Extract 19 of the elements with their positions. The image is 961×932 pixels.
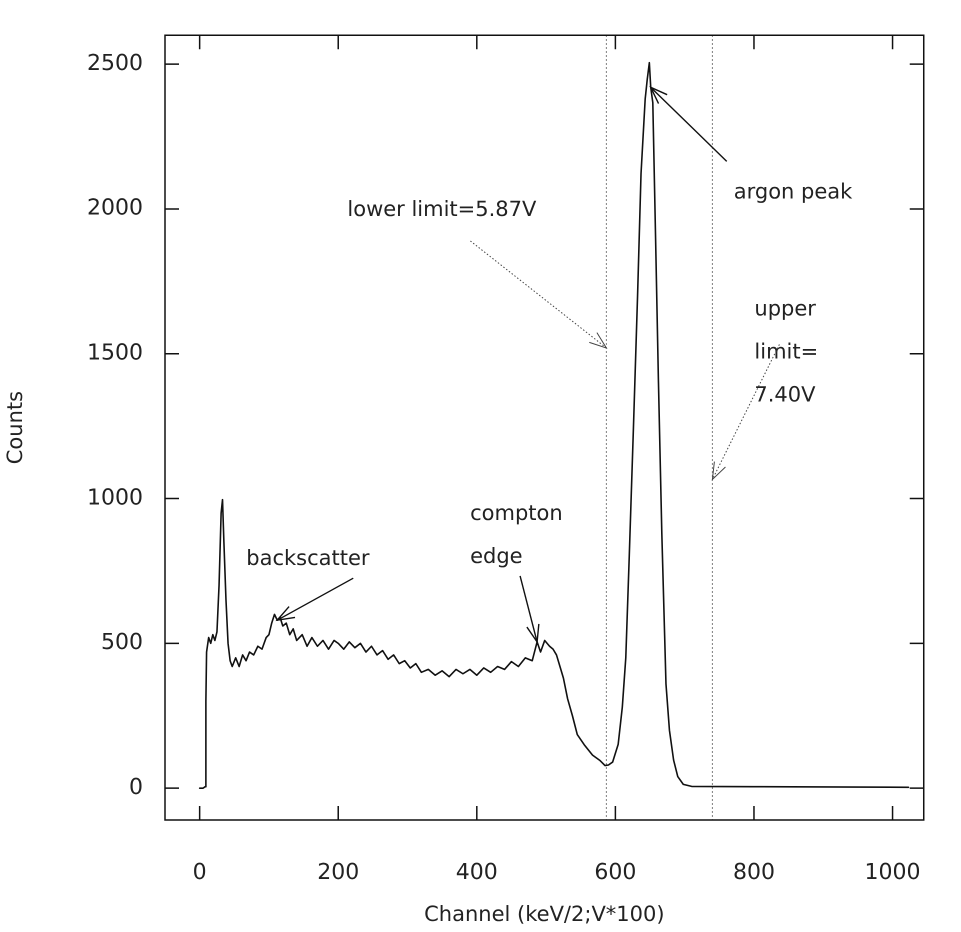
- y-tick-label: 1500: [87, 340, 143, 366]
- annotation: compton edge: [470, 500, 563, 568]
- x-tick-label: 800: [732, 860, 775, 885]
- x-axis-title: Channel (keV/2;V*100): [424, 902, 665, 926]
- x-tick-label: 1000: [864, 860, 921, 885]
- x-tick-label: 0: [192, 860, 207, 885]
- x-tick-label: 200: [317, 860, 360, 885]
- y-axis-title: Counts: [3, 390, 28, 464]
- y-tick-label: 500: [101, 630, 143, 656]
- x-tick-label: 600: [594, 860, 636, 885]
- x-tick-label: 400: [456, 860, 498, 885]
- y-tick-label: 0: [129, 774, 143, 800]
- annotation: backscatter: [246, 546, 370, 570]
- annotation: argon peak: [734, 179, 854, 204]
- y-tick-label: 2500: [87, 50, 143, 76]
- annotation: upper limit= 7.40V: [754, 296, 818, 406]
- y-tick-label: 1000: [87, 485, 143, 510]
- annotation: lower limit=5.87V: [347, 196, 538, 221]
- y-tick-label: 2000: [87, 196, 143, 221]
